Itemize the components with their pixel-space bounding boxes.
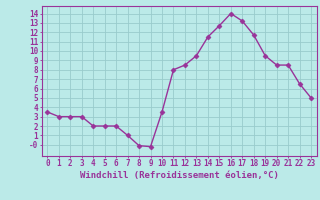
X-axis label: Windchill (Refroidissement éolien,°C): Windchill (Refroidissement éolien,°C) — [80, 171, 279, 180]
